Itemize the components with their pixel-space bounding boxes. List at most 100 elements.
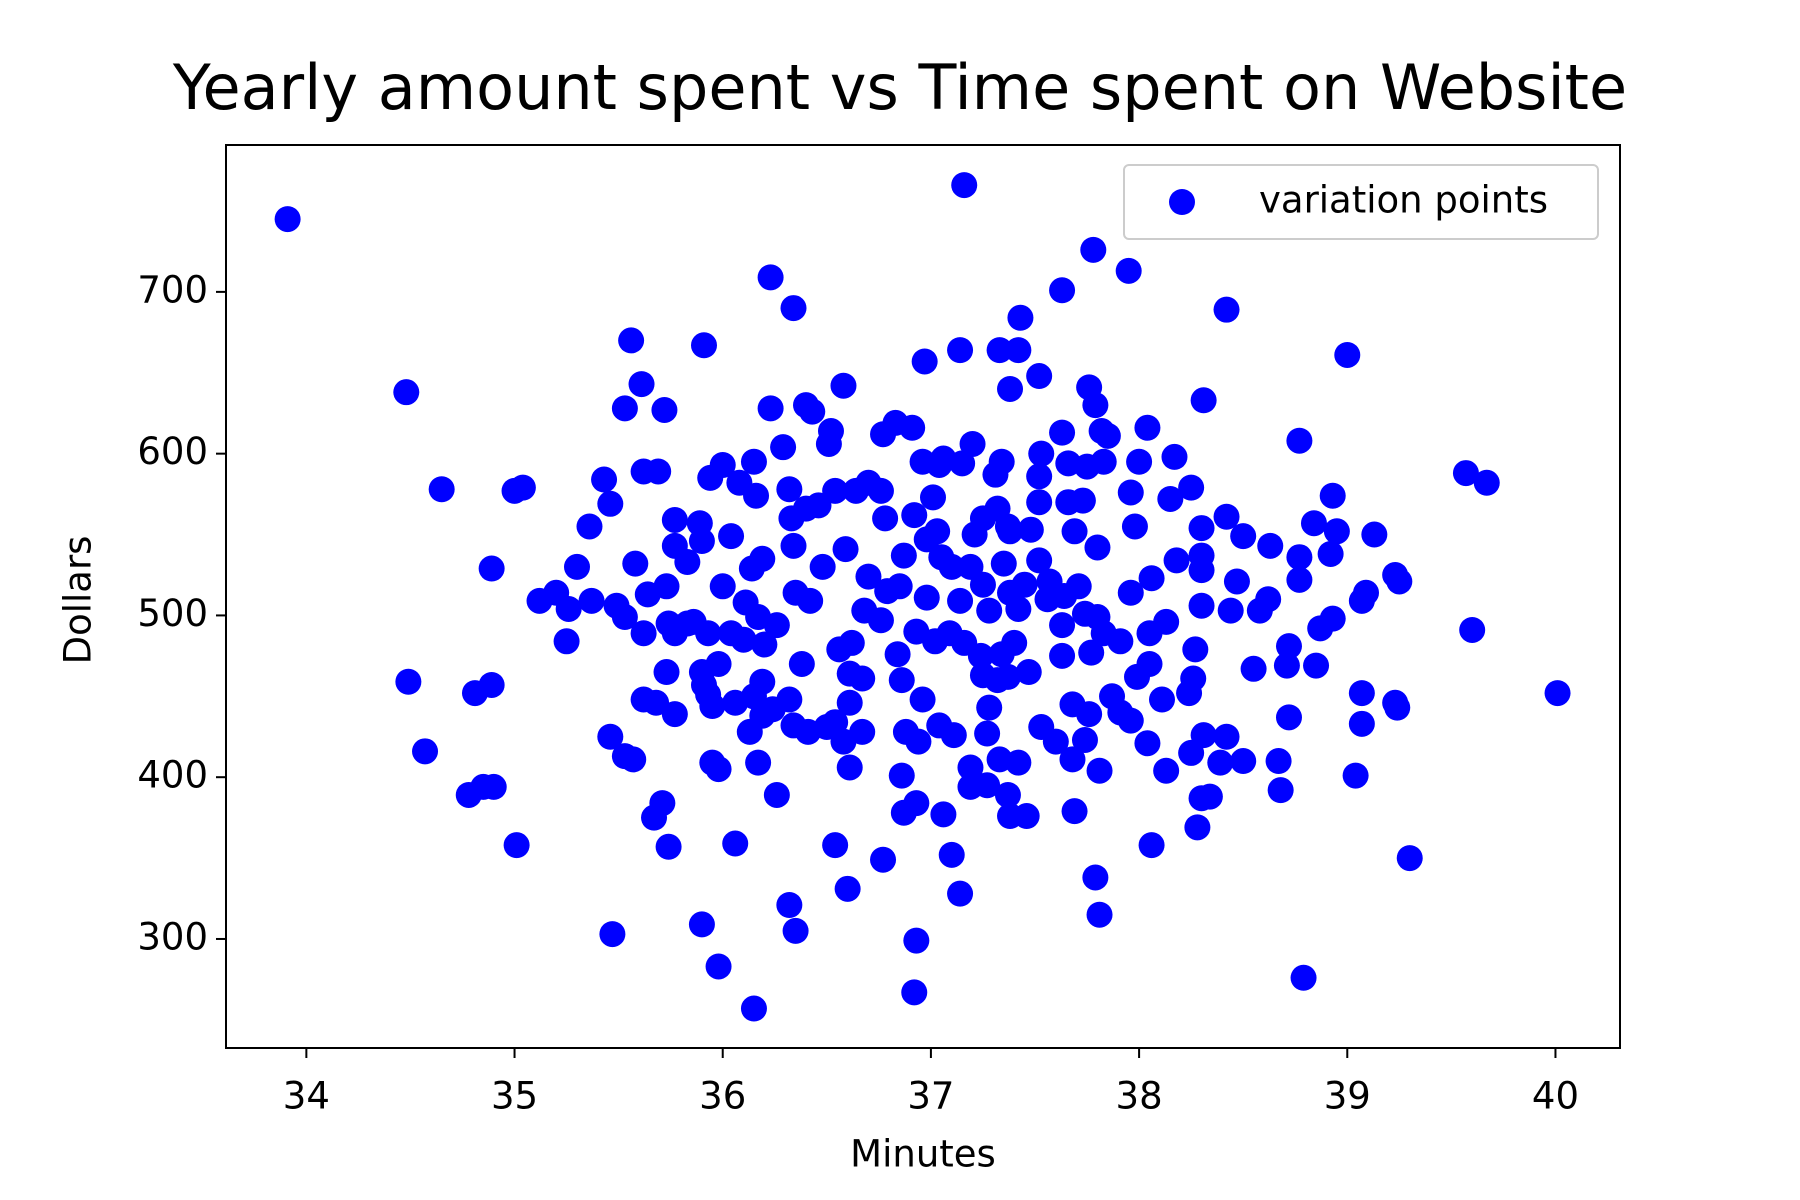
scatter-point xyxy=(1117,579,1144,606)
scatter-point xyxy=(905,728,932,755)
scatter-point xyxy=(643,689,670,716)
x-tick-label: 40 xyxy=(1532,1075,1579,1118)
scatter-point xyxy=(641,804,668,831)
scatter-point xyxy=(957,553,984,580)
scatter-point xyxy=(1319,482,1346,509)
x-axis-label: Minutes xyxy=(850,1133,996,1176)
scatter-point xyxy=(776,891,803,918)
scatter-point xyxy=(722,830,749,857)
scatter-point xyxy=(805,492,832,519)
scatter-point xyxy=(832,536,859,563)
legend-marker xyxy=(1169,189,1195,215)
scatter-point xyxy=(1086,901,1113,928)
scatter-point xyxy=(620,746,647,773)
scatter-point xyxy=(782,579,809,606)
scatter-point xyxy=(1286,427,1313,454)
scatter-point xyxy=(599,921,626,948)
scatter-point xyxy=(888,667,915,694)
x-tick-label: 34 xyxy=(283,1075,330,1118)
scatter-point xyxy=(1178,474,1205,501)
scatter-point xyxy=(1017,516,1044,543)
scatter-point xyxy=(928,544,955,571)
scatter-point xyxy=(688,911,715,938)
scatter-point xyxy=(655,833,682,860)
scatter-point xyxy=(1013,803,1040,830)
scatter-point xyxy=(749,668,776,695)
scatter-point xyxy=(951,172,978,199)
scatter-point xyxy=(1348,710,1375,737)
scatter-point xyxy=(909,448,936,475)
scatter-point xyxy=(903,927,930,954)
scatter-point xyxy=(690,332,717,359)
scatter-point xyxy=(994,663,1021,690)
legend-label: variation points xyxy=(1259,179,1548,222)
scatter-point xyxy=(597,723,624,750)
scatter-point xyxy=(1178,739,1205,766)
scatter-point xyxy=(1213,503,1240,530)
scatter-point xyxy=(1069,487,1096,514)
scatter-point xyxy=(994,513,1021,540)
scatter-point xyxy=(919,484,946,511)
scatter-point xyxy=(1163,547,1190,574)
scatter-point xyxy=(913,584,940,611)
scatter-point xyxy=(1028,440,1055,467)
scatter-point xyxy=(1223,568,1250,595)
x-tick-label: 38 xyxy=(1116,1075,1163,1118)
scatter-point xyxy=(1153,608,1180,635)
scatter-point xyxy=(1230,748,1257,775)
scatter-point xyxy=(1207,749,1234,776)
scatter-point xyxy=(630,620,657,647)
scatter-point xyxy=(1188,515,1215,542)
scatter-point xyxy=(884,641,911,668)
scatter-point xyxy=(1319,605,1346,632)
scatter-point xyxy=(1049,419,1076,446)
scatter-point xyxy=(1452,460,1479,487)
scatter-point xyxy=(1026,547,1053,574)
scatter-point xyxy=(815,430,842,457)
scatter-point xyxy=(1273,652,1300,679)
chart-title: Yearly amount spent vs Time spent on Web… xyxy=(172,51,1627,124)
scatter-point xyxy=(1076,701,1103,728)
scatter-point xyxy=(1182,636,1209,663)
scatter-point xyxy=(990,550,1017,577)
scatter-point xyxy=(651,396,678,423)
scatter-point xyxy=(770,434,797,461)
scatter-point xyxy=(911,348,938,375)
legend-box xyxy=(1123,164,1599,240)
scatter-point xyxy=(1061,798,1088,825)
scatter-point xyxy=(1473,469,1500,496)
x-tick-label: 37 xyxy=(907,1075,954,1118)
scatter-point xyxy=(842,477,869,504)
scatter-point xyxy=(480,773,507,800)
scatter-point xyxy=(1124,663,1151,690)
scatter-point xyxy=(628,371,655,398)
scatter-point xyxy=(709,573,736,600)
scatter-point xyxy=(1396,845,1423,872)
y-tick-label: 300 xyxy=(137,915,208,958)
scatter-point xyxy=(903,790,930,817)
scatter-point xyxy=(776,476,803,503)
scatter-point xyxy=(988,641,1015,668)
scatter-point xyxy=(428,476,455,503)
scatter-point xyxy=(1190,387,1217,414)
scatter-point xyxy=(947,880,974,907)
scatter-point xyxy=(757,395,784,422)
scatter-point xyxy=(1240,655,1267,682)
scatter-point xyxy=(1082,864,1109,891)
scatter-point xyxy=(959,430,986,457)
scatter-point xyxy=(826,636,853,663)
y-tick-label: 700 xyxy=(137,268,208,311)
scatter-point xyxy=(478,671,505,698)
scatter-point xyxy=(830,728,857,755)
scatter-point xyxy=(395,668,422,695)
scatter-point xyxy=(763,781,790,808)
scatter-point xyxy=(718,523,745,550)
scatter-point xyxy=(1544,680,1571,707)
scatter-point xyxy=(655,610,682,637)
y-tick-label: 600 xyxy=(137,430,208,473)
scatter-point xyxy=(622,550,649,577)
scatter-point xyxy=(563,553,590,580)
scatter-point xyxy=(751,631,778,658)
scatter-point xyxy=(1086,757,1113,784)
